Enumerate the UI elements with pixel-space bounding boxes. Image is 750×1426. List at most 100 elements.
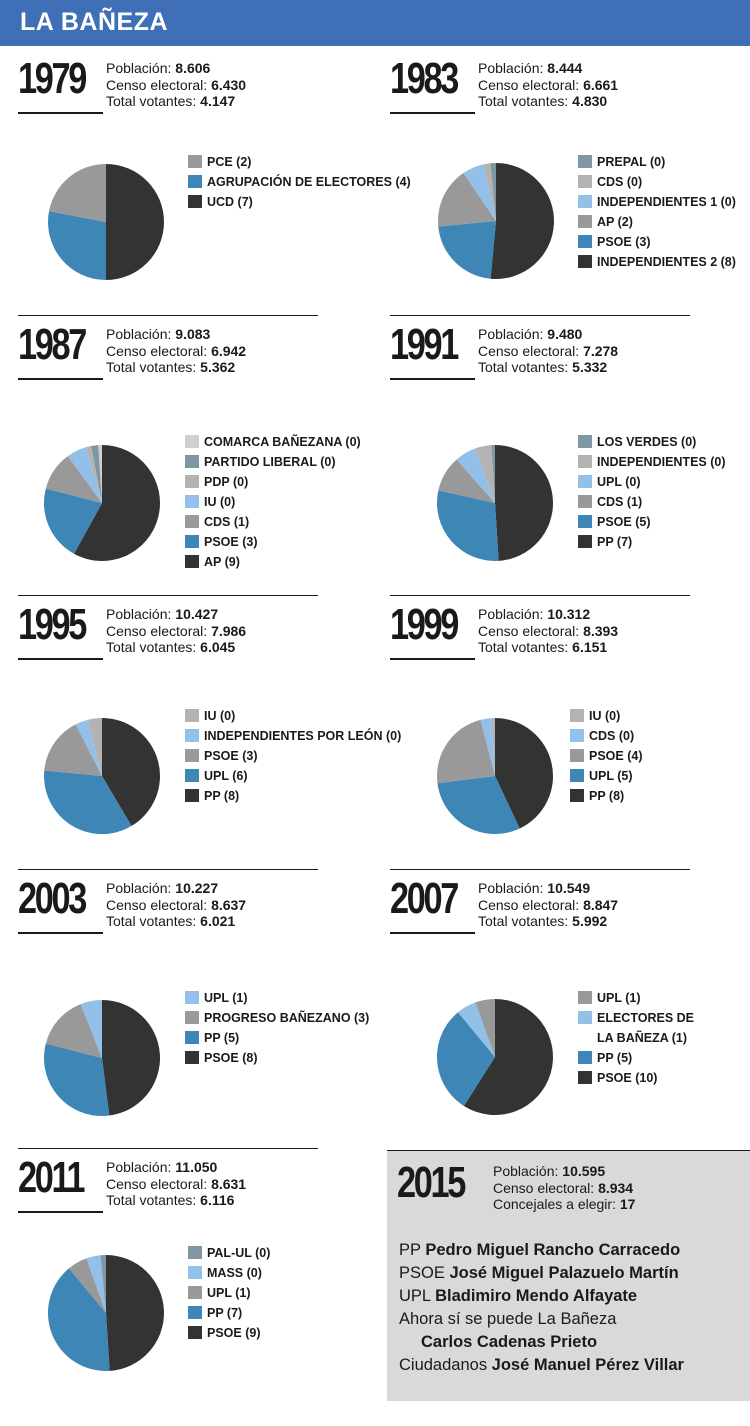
censo-value: 8.847 [583, 896, 619, 913]
legend-item: ELECTORES DE LA BAÑEZA (1) [578, 1008, 698, 1048]
legend-item: UPL (1) [188, 1283, 270, 1303]
votantes-label: Total votantes: [106, 1192, 197, 1208]
candidate-line: Ciudadanos José Manuel Pérez Villar [399, 1354, 684, 1377]
year-underline [18, 112, 103, 114]
election-block-2007: 2007 Población: 10.549 Censo electoral: 8.… [390, 869, 750, 1147]
legend-label: INDEPENDIENTES (0) [597, 455, 726, 469]
pie-chart-1983 [438, 163, 554, 279]
legend-swatch [578, 215, 592, 228]
year-label: 2007 [390, 874, 459, 923]
votantes-value: 5.992 [572, 913, 608, 929]
legend-swatch [578, 455, 592, 468]
legend-item: PREPAL (0) [578, 152, 736, 172]
legend-1999: IU (0) CDS (0) PSOE (4) UPL (5) PP (8) [570, 706, 643, 806]
poblacion-label: Población: [478, 606, 544, 622]
header-bar: LA BAÑEZA [0, 0, 750, 46]
legend-label: INDEPENDIENTES POR LEÓN (0) [204, 729, 402, 743]
legend-swatch [185, 729, 199, 742]
pie-slice [458, 1002, 495, 1057]
concejales-label: Concejales a elegir: [493, 1196, 616, 1212]
year-underline [390, 658, 475, 660]
legend-label: CDS (1) [597, 495, 643, 509]
year-underline [390, 932, 475, 934]
legend-item: PSOE (5) [578, 512, 726, 532]
pie-slice [80, 1000, 102, 1058]
legend-swatch [570, 749, 584, 762]
legend-item: PROGRESO BAÑEZANO (3) [185, 1008, 369, 1028]
poblacion-label: Población: [106, 606, 172, 622]
votantes-value: 6.151 [572, 639, 608, 655]
legend-swatch [578, 475, 592, 488]
legend-label: LOS VERDES (0) [597, 435, 697, 449]
candidate-name: José Miguel Palazuelo Martín [449, 1264, 679, 1282]
election-block-1999: 1999 Población: 10.312 Censo electoral: 8.… [390, 595, 750, 873]
legend-label: PAL-UL (0) [207, 1246, 271, 1260]
year-label: 2015 [397, 1158, 466, 1207]
legend-swatch [185, 435, 199, 448]
pie-slice [463, 999, 553, 1115]
election-block-1995: 1995 Población: 10.427 Censo electoral: 7.… [18, 595, 393, 873]
censo-value: 6.430 [211, 76, 247, 93]
candidates-list: PP Pedro Miguel Rancho Carracedo PSOE Jo… [399, 1239, 684, 1377]
legend-swatch [188, 155, 202, 168]
legend-item: INDEPENDIENTES POR LEÓN (0) [185, 726, 401, 746]
pie-chart-1979 [47, 164, 164, 280]
pie-slice [74, 445, 160, 561]
votantes-value: 6.045 [200, 639, 236, 655]
stats: Población: 8.606 Censo electoral: 6.430 To… [106, 60, 246, 110]
candidate-line: PSOE José Miguel Palazuelo Martín [399, 1262, 684, 1285]
legend-swatch [578, 515, 592, 528]
legend-label: PSOE (4) [589, 749, 643, 763]
pie-chart-2007 [437, 999, 553, 1115]
candidate-party: Ciudadanos [399, 1356, 488, 1374]
legend-item: INDEPENDIENTES 2 (8) [578, 252, 736, 272]
pie-chart-1995 [43, 718, 160, 834]
legend-2011: PAL-UL (0) MASS (0) UPL (1) PP (7) PSOE (9) [188, 1243, 270, 1343]
legend-label: IU (0) [204, 495, 236, 509]
legend-item: PP (7) [578, 532, 726, 552]
election-block-1987: 1987 Población: 9.083 Censo electoral: 6.9… [18, 315, 393, 593]
pie-slice [45, 456, 102, 503]
legend-swatch [188, 1326, 202, 1339]
poblacion-value: 10.427 [175, 606, 219, 622]
censo-label: Censo electoral: [106, 622, 208, 639]
stats: Población: 10.549 Censo electoral: 8.847 T… [478, 880, 618, 930]
legend-swatch [578, 235, 592, 248]
censo-value: 8.631 [211, 1175, 247, 1192]
legend-swatch [578, 1011, 592, 1024]
legend-label: PSOE (8) [204, 1051, 258, 1065]
legend-item: CDS (1) [578, 492, 726, 512]
legend-label: PARTIDO LIBERAL (0) [204, 455, 336, 469]
pie-slice [49, 164, 106, 222]
votantes-value: 6.116 [200, 1192, 235, 1208]
legend-1995: IU (0) INDEPENDIENTES POR LEÓN (0) PSOE (3… [185, 706, 401, 806]
pie-slice [463, 164, 496, 221]
legend-swatch [185, 455, 199, 468]
legend-swatch [188, 1286, 202, 1299]
pie-slice [98, 445, 102, 503]
legend-swatch [578, 195, 592, 208]
election-block-2011: 2011 Población: 11.050 Censo electoral: 8.… [18, 1148, 393, 1426]
pie-chart-2011 [48, 1255, 164, 1371]
pie-slice [43, 770, 132, 834]
legend-item: UPL (6) [185, 766, 401, 786]
poblacion-value: 10.549 [547, 880, 591, 896]
votantes-label: Total votantes: [106, 359, 197, 375]
censo-label: Censo electoral: [106, 1175, 208, 1192]
separator-rule [390, 595, 690, 596]
legend-label: CDS (0) [597, 175, 643, 189]
legend-item: PSOE (3) [578, 232, 736, 252]
legend-item: CDS (1) [185, 512, 361, 532]
pie-slice [86, 1255, 106, 1313]
legend-item: PSOE (8) [185, 1048, 369, 1068]
legend-swatch [185, 495, 199, 508]
legend-label: UPL (1) [204, 991, 248, 1005]
year-label: 1987 [18, 320, 87, 369]
pie-slice [491, 445, 495, 503]
votantes-label: Total votantes: [478, 913, 569, 929]
legend-label: PSOE (3) [204, 749, 258, 763]
legend-item: PSOE (4) [570, 746, 643, 766]
poblacion-label: Población: [106, 880, 172, 896]
poblacion-value: 11.050 [175, 1159, 218, 1175]
legend-item: PSOE (10) [578, 1068, 698, 1088]
